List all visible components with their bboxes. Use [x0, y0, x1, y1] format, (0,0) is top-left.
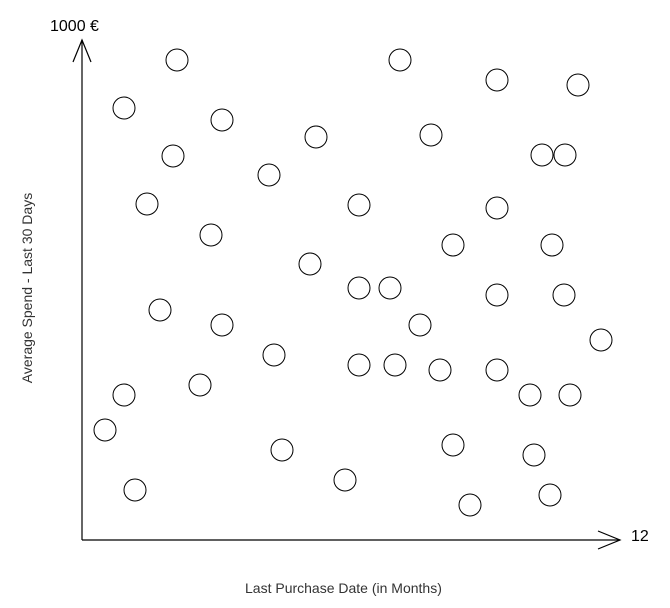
- data-point: [113, 384, 135, 406]
- data-point: [420, 124, 442, 146]
- data-point: [189, 374, 211, 396]
- data-point: [389, 49, 411, 71]
- data-point: [384, 354, 406, 376]
- data-point: [162, 145, 184, 167]
- data-point: [459, 494, 481, 516]
- data-point: [590, 329, 612, 351]
- data-point: [519, 384, 541, 406]
- data-point: [305, 126, 327, 148]
- data-point: [124, 479, 146, 501]
- data-point: [409, 314, 431, 336]
- data-point: [348, 354, 370, 376]
- data-point: [523, 444, 545, 466]
- data-point: [486, 359, 508, 381]
- data-point: [334, 469, 356, 491]
- data-point: [166, 49, 188, 71]
- data-point: [554, 144, 576, 166]
- y-top-label: 1000 €: [50, 18, 99, 36]
- data-point: [429, 359, 451, 381]
- data-point: [271, 439, 293, 461]
- data-point: [379, 277, 401, 299]
- chart-svg: [0, 0, 670, 608]
- data-point: [531, 144, 553, 166]
- data-point: [200, 224, 222, 246]
- data-point: [299, 253, 321, 275]
- data-point: [541, 234, 563, 256]
- data-point: [559, 384, 581, 406]
- data-point: [539, 484, 561, 506]
- data-point: [211, 314, 233, 336]
- data-point: [348, 194, 370, 216]
- data-point: [113, 97, 135, 119]
- data-point: [258, 164, 280, 186]
- scatter-chart: 1000 € 12 Last Purchase Date (in Months)…: [0, 0, 670, 608]
- data-point: [136, 193, 158, 215]
- data-point: [553, 284, 575, 306]
- data-point: [211, 109, 233, 131]
- data-point: [263, 344, 285, 366]
- x-right-label: 12: [631, 528, 649, 546]
- y-axis-label: Average Spend - Last 30 Days: [19, 188, 35, 388]
- data-point: [442, 434, 464, 456]
- x-axis-label: Last Purchase Date (in Months): [245, 580, 442, 596]
- data-point: [567, 74, 589, 96]
- data-point: [486, 284, 508, 306]
- data-point: [486, 197, 508, 219]
- data-point: [149, 299, 171, 321]
- data-point: [442, 234, 464, 256]
- data-point: [486, 69, 508, 91]
- data-point: [94, 419, 116, 441]
- data-point: [348, 277, 370, 299]
